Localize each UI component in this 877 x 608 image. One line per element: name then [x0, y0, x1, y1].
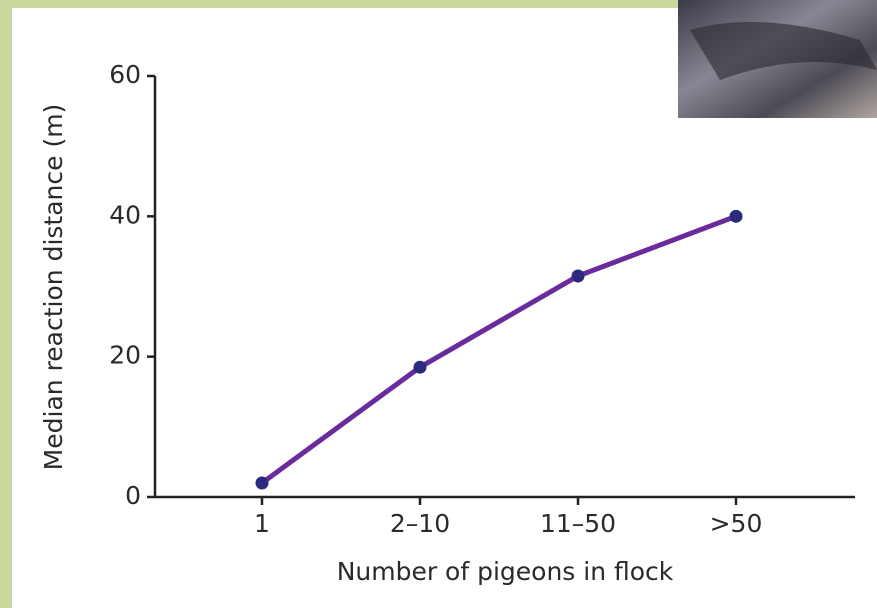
y-tick-label: 0 [125, 481, 141, 510]
x-tick-label: 11–50 [540, 509, 616, 538]
page: Median reaction distance (m) Number of p… [0, 0, 877, 608]
x-axis-label: Number of pigeons in flock [337, 557, 674, 586]
x-tick-label: 1 [254, 509, 270, 538]
data-point [730, 210, 743, 223]
y-tick-label: 60 [109, 60, 141, 89]
y-tick-label: 40 [109, 200, 141, 229]
y-tick-label: 20 [109, 341, 141, 370]
chart: Median reaction distance (m) Number of p… [0, 0, 877, 608]
data-point [256, 476, 269, 489]
x-tick-label: 2–10 [390, 509, 450, 538]
x-tick-label: >50 [710, 509, 763, 538]
y-axis-label: Median reaction distance (m) [39, 104, 68, 471]
data-point [572, 269, 585, 282]
data-point [414, 361, 427, 374]
